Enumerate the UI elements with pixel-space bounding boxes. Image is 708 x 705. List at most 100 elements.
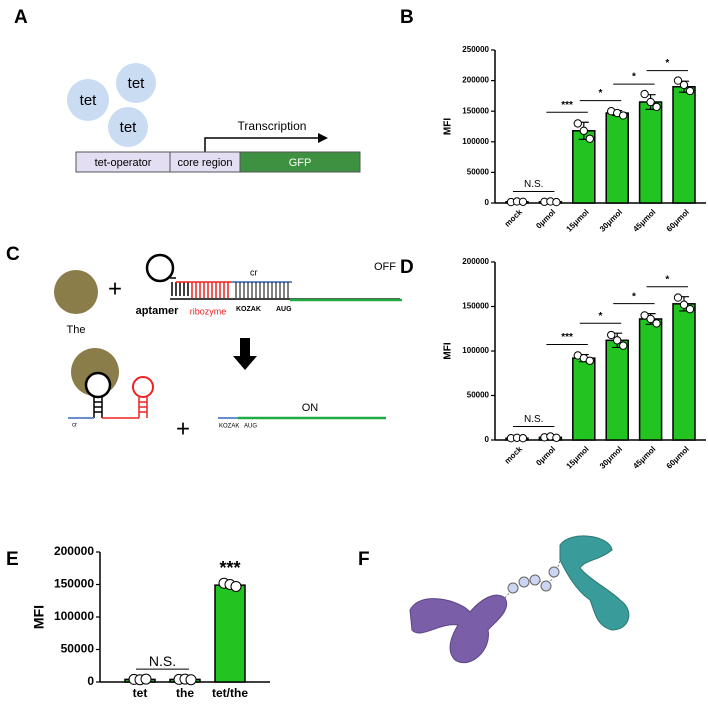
arrow [204, 137, 318, 152]
significance-text: * [599, 311, 603, 322]
stem [93, 397, 103, 418]
diagram-a: tet tet tet Transcription tet-operator c… [67, 63, 361, 173]
linker-bead [518, 576, 530, 588]
diagram-c: The + cr KOZAK AUG aptamer ribozyme OFF … [54, 253, 402, 442]
data-point [518, 197, 528, 206]
box [239, 151, 361, 173]
data-point [518, 434, 528, 443]
data-point [579, 126, 588, 135]
transcription: Transcription [238, 119, 307, 133]
x-tick-label: 30μmol [598, 208, 624, 234]
x-tick-label: mock [503, 207, 525, 229]
bar [605, 339, 629, 441]
aug-text: AUG [244, 424, 257, 430]
y-tick-label: 100000 [462, 346, 489, 355]
pairing [235, 282, 289, 298]
linker-bead [529, 574, 541, 586]
x-tick-label: the [176, 686, 194, 700]
y-axis-label: MFI [443, 342, 454, 359]
tet-text: tet [120, 119, 138, 136]
y-axis-label: MFI [443, 118, 454, 135]
significance-text: * [665, 58, 669, 69]
tet-text: tet [128, 75, 146, 92]
y-tick-label: 150000 [54, 577, 94, 591]
bar [214, 584, 246, 683]
data-point [607, 330, 616, 340]
data-point [552, 433, 561, 442]
down-arrow [233, 338, 257, 370]
significance-text: N.S. [524, 179, 543, 190]
y-tick-label: 200000 [54, 544, 94, 558]
cr-text: cr [72, 423, 77, 429]
aptamer-loop [145, 253, 175, 283]
significance-text: N.S. [149, 653, 176, 669]
significance-text: * [665, 274, 669, 285]
y-tick-label: 200000 [462, 257, 489, 266]
ribozyme-text: ribozyme [190, 306, 227, 316]
cr-text: cr [250, 267, 258, 277]
data-point [619, 111, 628, 120]
data-point [613, 336, 622, 345]
tet-bubble [116, 63, 156, 103]
significance-text: N.S. [524, 414, 543, 425]
ribozyme-loop [132, 376, 154, 398]
ligand-text: The [67, 324, 86, 336]
box-text: core region [177, 157, 232, 169]
significance-text: * [632, 291, 636, 302]
significance-text: *** [561, 332, 573, 343]
bar [672, 85, 696, 204]
linker-bead [548, 566, 560, 578]
stem [171, 282, 189, 296]
data-point [140, 673, 152, 685]
linker-bead [540, 580, 552, 592]
kozak-text: KOZAK [219, 424, 239, 430]
tet-bubble [108, 107, 148, 147]
panel-label: E [6, 549, 19, 570]
x-tick-label: 45μmol [631, 445, 657, 471]
data-point [673, 76, 683, 85]
x-tick-label: mock [503, 444, 525, 466]
tet-bubble [67, 79, 109, 121]
y-tick-label: 50000 [61, 642, 95, 656]
data-point [640, 89, 649, 99]
aug-text: AUG [276, 306, 292, 313]
x-tick-label: 0μmol [534, 445, 557, 468]
off-text: OFF [374, 261, 396, 273]
y-tick-label: 150000 [462, 302, 489, 311]
data-point [585, 134, 594, 143]
data-point [685, 305, 695, 314]
box-text: tet-operator [95, 157, 152, 169]
significance-text: *** [219, 558, 240, 578]
purple-domain [409, 594, 508, 664]
data-point [552, 197, 561, 207]
data-point [652, 102, 661, 112]
significance-text: * [599, 88, 603, 99]
x-tick-label: tet [133, 686, 148, 700]
ribozyme [102, 397, 148, 419]
y-axis-label: MFI [31, 605, 47, 629]
teal-domain [559, 535, 630, 631]
panel-label: A [14, 7, 28, 28]
data-point [679, 300, 689, 309]
data-point [679, 80, 689, 90]
y-tick-label: 150000 [462, 106, 489, 115]
data-point [619, 341, 628, 350]
y-tick-label: 0 [87, 674, 94, 688]
panel-label: D [400, 257, 414, 278]
data-point [685, 86, 695, 96]
bar [638, 318, 663, 441]
y-tick-label: 100000 [462, 137, 489, 146]
significance-text: *** [561, 100, 573, 111]
y-tick-label: 250000 [462, 45, 489, 54]
box-text: GFP [289, 157, 312, 169]
linker-bead [507, 582, 519, 594]
plus: + [108, 275, 122, 302]
data-point [673, 293, 683, 302]
y-tick-label: 0 [485, 198, 490, 207]
data-point [585, 356, 594, 365]
panel-label: B [400, 7, 414, 28]
bar [572, 357, 596, 441]
x-tick-label: 15μmol [565, 445, 591, 471]
antibody-illustration [409, 535, 630, 664]
